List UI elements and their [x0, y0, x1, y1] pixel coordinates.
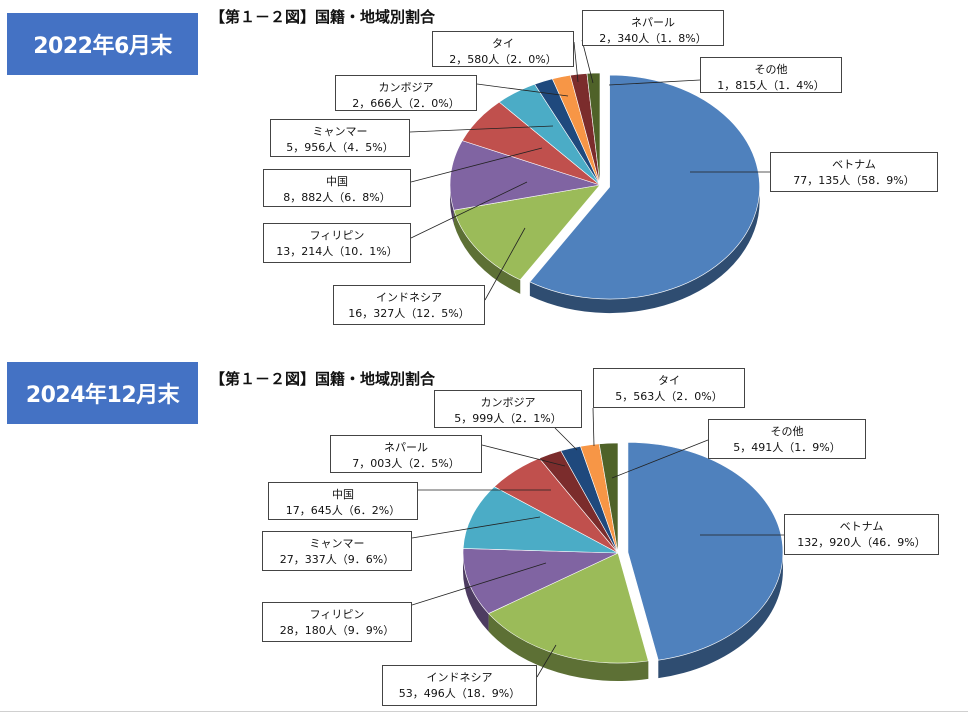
- slice-label-value: 5，956人（4．5%）: [286, 141, 394, 154]
- slice-label-value: 8，882人（6．8%）: [283, 191, 391, 204]
- slice-label-5: カンボジア 2，666人（2．0%）: [335, 75, 477, 111]
- slice-label-7: タイ 5，563人（2．0%）: [593, 368, 745, 408]
- slice-label-value: 1，815人（1．4%）: [717, 79, 825, 92]
- period-badge-2024: 2024年12月末: [7, 362, 198, 424]
- pie-slice-2: [449, 140, 601, 211]
- slice-label-name: インドネシア: [376, 291, 442, 304]
- slice-label-value: 5，999人（2．1%）: [454, 412, 562, 425]
- slice-label-name: ネパール: [384, 441, 428, 454]
- leader-line-4: [409, 125, 554, 133]
- slice-label-name: ミャンマー: [312, 125, 368, 138]
- leader-line-2: [410, 181, 528, 239]
- pie-slice-1: [488, 552, 649, 664]
- slice-label-1: インドネシア 53，496人（18．9%）: [382, 665, 537, 706]
- pie-side-1: [453, 210, 521, 294]
- pie-side-0: [658, 552, 783, 679]
- slice-label-2: フィリピン 13，214人（10．1%）: [263, 223, 411, 263]
- slice-label-name: タイ: [658, 374, 680, 387]
- slice-label-name: ネパール: [631, 16, 675, 29]
- pie-side-walls: [463, 552, 783, 681]
- slice-label-name: タイ: [492, 37, 514, 50]
- bottom-divider: [0, 711, 968, 712]
- leader-line-6: [573, 41, 579, 83]
- pie-chart-2024: [411, 407, 784, 681]
- slice-label-name: ベトナム: [839, 520, 884, 533]
- leader-line-2: [411, 562, 547, 606]
- slice-label-8: その他 5，491人（1．9%）: [708, 419, 866, 459]
- leader-line-7: [592, 407, 595, 447]
- leader-line-1: [536, 644, 557, 678]
- leader-line-3: [411, 516, 541, 539]
- slice-label-value: 53，496人（18．9%）: [398, 687, 521, 700]
- slice-label-value: 28，180人（9．9%）: [279, 624, 395, 637]
- slice-label-value: 17，645人（6．2%）: [285, 504, 401, 517]
- pie-side-2: [450, 185, 454, 225]
- pie-slice-0: [627, 442, 784, 661]
- figure-title-top: 【第１－２図】国籍・地域別割合: [210, 8, 436, 26]
- slice-label-name: ベトナム: [832, 158, 876, 171]
- pie-side-walls: [450, 185, 760, 314]
- slice-label-name: フィリピン: [309, 229, 365, 242]
- slice-label-8: その他 1，815人（1．4%）: [700, 57, 842, 93]
- slice-label-4: 中国 17，645人（6．2%）: [268, 482, 418, 520]
- pie-slice-1: [453, 184, 601, 281]
- slice-label-3: ミャンマー 27，337人（9．6%）: [262, 531, 412, 571]
- pie-slice-3: [462, 486, 619, 554]
- slice-label-name: インドネシア: [426, 671, 493, 684]
- slice-label-name: フィリピン: [309, 608, 365, 621]
- slice-label-value: 132，920人（46．9%）: [797, 536, 926, 549]
- pie-slice-8: [586, 72, 601, 186]
- slice-label-0: ベトナム 77，135人（58．9%）: [770, 152, 938, 192]
- leader-line-7: [581, 39, 594, 84]
- leader-line-8: [608, 79, 701, 86]
- slice-label-0: ベトナム 132，920人（46．9%）: [784, 514, 939, 555]
- pie-side-0: [529, 187, 760, 314]
- slice-label-1: インドネシア 16，327人（12．5%）: [333, 285, 485, 325]
- slice-label-6: カンボジア 5，999人（2．1%）: [434, 390, 582, 428]
- pie-slice-8: [598, 442, 619, 554]
- slice-label-name: カンボジア: [480, 396, 536, 409]
- slice-label-value: 2，340人（1．8%）: [599, 32, 707, 45]
- leader-line-3: [410, 147, 543, 183]
- figure-title-bottom: 【第１－２図】国籍・地域別割合: [210, 370, 436, 388]
- slice-label-name: ミャンマー: [309, 537, 365, 550]
- slice-label-name: その他: [770, 425, 804, 438]
- slice-label-name: 中国: [326, 175, 348, 188]
- leader-line-5: [481, 444, 566, 467]
- slice-label-7: ネパール 2，340人（1．8%）: [582, 10, 724, 46]
- slice-label-value: 2，666人（2．0%）: [352, 97, 460, 110]
- pie-slice-2: [462, 548, 619, 614]
- pie-slice-0: [529, 74, 760, 300]
- pie-side-1: [488, 613, 649, 681]
- slice-label-value: 5，563人（2．0%）: [615, 390, 723, 403]
- leader-line-5: [476, 83, 569, 97]
- pie-side-2: [463, 553, 489, 632]
- leader-line-1: [484, 227, 526, 301]
- slice-label-name: カンボジア: [378, 81, 434, 94]
- slice-label-6: タイ 2，580人（2．0%）: [432, 31, 574, 67]
- period-badge-2022: 2022年6月末: [7, 13, 198, 75]
- slice-label-value: 16，327人（12．5%）: [348, 307, 470, 320]
- slice-label-4: ミャンマー 5，956人（4．5%）: [270, 119, 410, 157]
- slice-label-value: 5，491人（1．9%）: [733, 441, 841, 454]
- slice-label-value: 27，337人（9．6%）: [279, 553, 395, 566]
- slice-label-value: 13，214人（10．1%）: [276, 245, 398, 258]
- slice-label-3: 中国 8，882人（6．8%）: [263, 169, 411, 207]
- slice-label-value: 7，003人（2．5%）: [352, 457, 460, 470]
- leader-line-6: [554, 427, 578, 451]
- slice-label-5: ネパール 7，003人（2．5%）: [330, 435, 482, 473]
- slice-label-value: 2，580人（2．0%）: [449, 53, 557, 66]
- leader-line-8: [611, 439, 709, 479]
- pie-chart-2022: [409, 39, 770, 314]
- slice-label-name: 中国: [332, 488, 354, 501]
- slice-label-2: フィリピン 28，180人（9．9%）: [262, 602, 412, 642]
- slice-label-name: その他: [754, 63, 788, 76]
- slice-label-value: 77，135人（58．9%）: [793, 174, 915, 187]
